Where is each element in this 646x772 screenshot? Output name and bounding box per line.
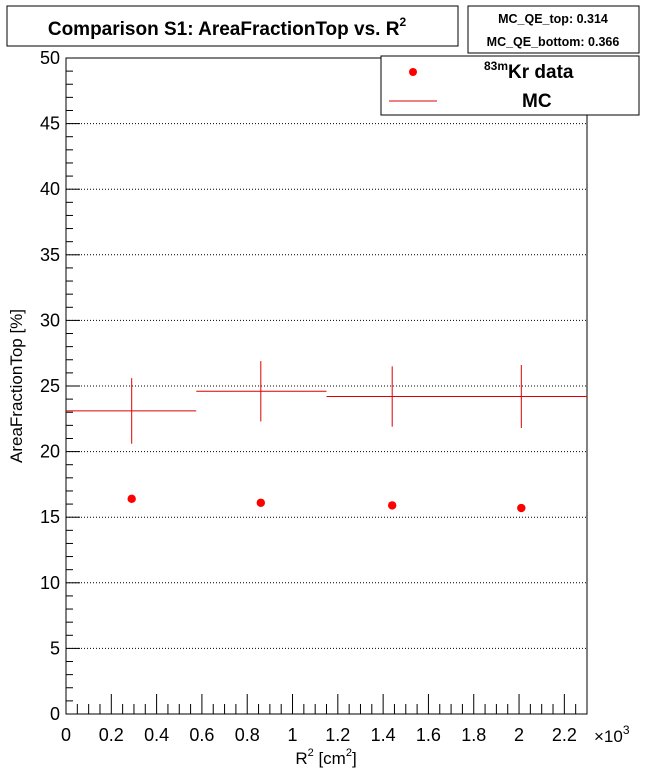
y-tick-label: 50 (40, 48, 60, 68)
legend-box (380, 55, 640, 116)
x-tick-label: 0 (61, 725, 71, 745)
chart-title: Comparison S1: AreaFractionTop vs. R2 (48, 15, 407, 40)
legend-label-mc: MC (522, 91, 552, 112)
x-tick-label: 0.4 (144, 725, 169, 745)
kr-data-point (387, 501, 397, 510)
y-gridlines (66, 123, 587, 649)
y-tick-label: 20 (40, 442, 60, 462)
x-tick-label: 0.6 (189, 725, 214, 745)
y-tick-label: 30 (40, 310, 60, 330)
axes: 0 5 10 15 20 25 30 35 40 45 50 0 0.2 0.4 0.6 0.8 1 1.2 1.4… (40, 48, 588, 745)
x-tick-label: 1 (288, 725, 298, 745)
legend-marker-kr-data (409, 68, 417, 76)
kr-data-point (256, 498, 266, 507)
y-tick-label: 45 (40, 114, 60, 134)
x-tick-label: 1.6 (416, 725, 441, 745)
x-tick-label: 2.2 (552, 725, 577, 745)
y-tick-label: 35 (40, 245, 60, 265)
x-tick-label: 0.2 (99, 725, 124, 745)
kr-data-point (127, 494, 136, 504)
x-axis-label: R2 [cm2] (295, 747, 356, 768)
kr-data-point (517, 503, 526, 513)
title-box (6, 5, 459, 47)
y-tick-label: 40 (40, 179, 60, 199)
y-tick-label: 10 (40, 573, 60, 593)
x-tick-label: 2 (514, 725, 524, 745)
x-axis-multiplier: ×103 (594, 723, 630, 746)
y-tick-label: 5 (50, 638, 60, 658)
data-marks (66, 361, 587, 513)
x-tick-label: 1.4 (371, 725, 396, 745)
legend-label-kr-data: 83mKr data (484, 59, 574, 83)
y-tick-label: 15 (40, 507, 60, 527)
x-tick-label: 1.8 (461, 725, 486, 745)
stats-line-qe-bottom: MC_QE_bottom: 0.366 (487, 35, 620, 49)
y-axis-label: AreaFractionTop [%] (7, 309, 26, 463)
stats-line-qe-top: MC_QE_top: 0.314 (498, 12, 608, 26)
y-tick-label: 25 (40, 376, 60, 396)
chart-title-superscript: 2 (399, 15, 406, 29)
x-tick-label: 1.2 (325, 725, 350, 745)
y-tick-label: 0 (50, 704, 60, 724)
x-tick-label: 0.8 (235, 725, 260, 745)
stats-box (467, 5, 640, 54)
